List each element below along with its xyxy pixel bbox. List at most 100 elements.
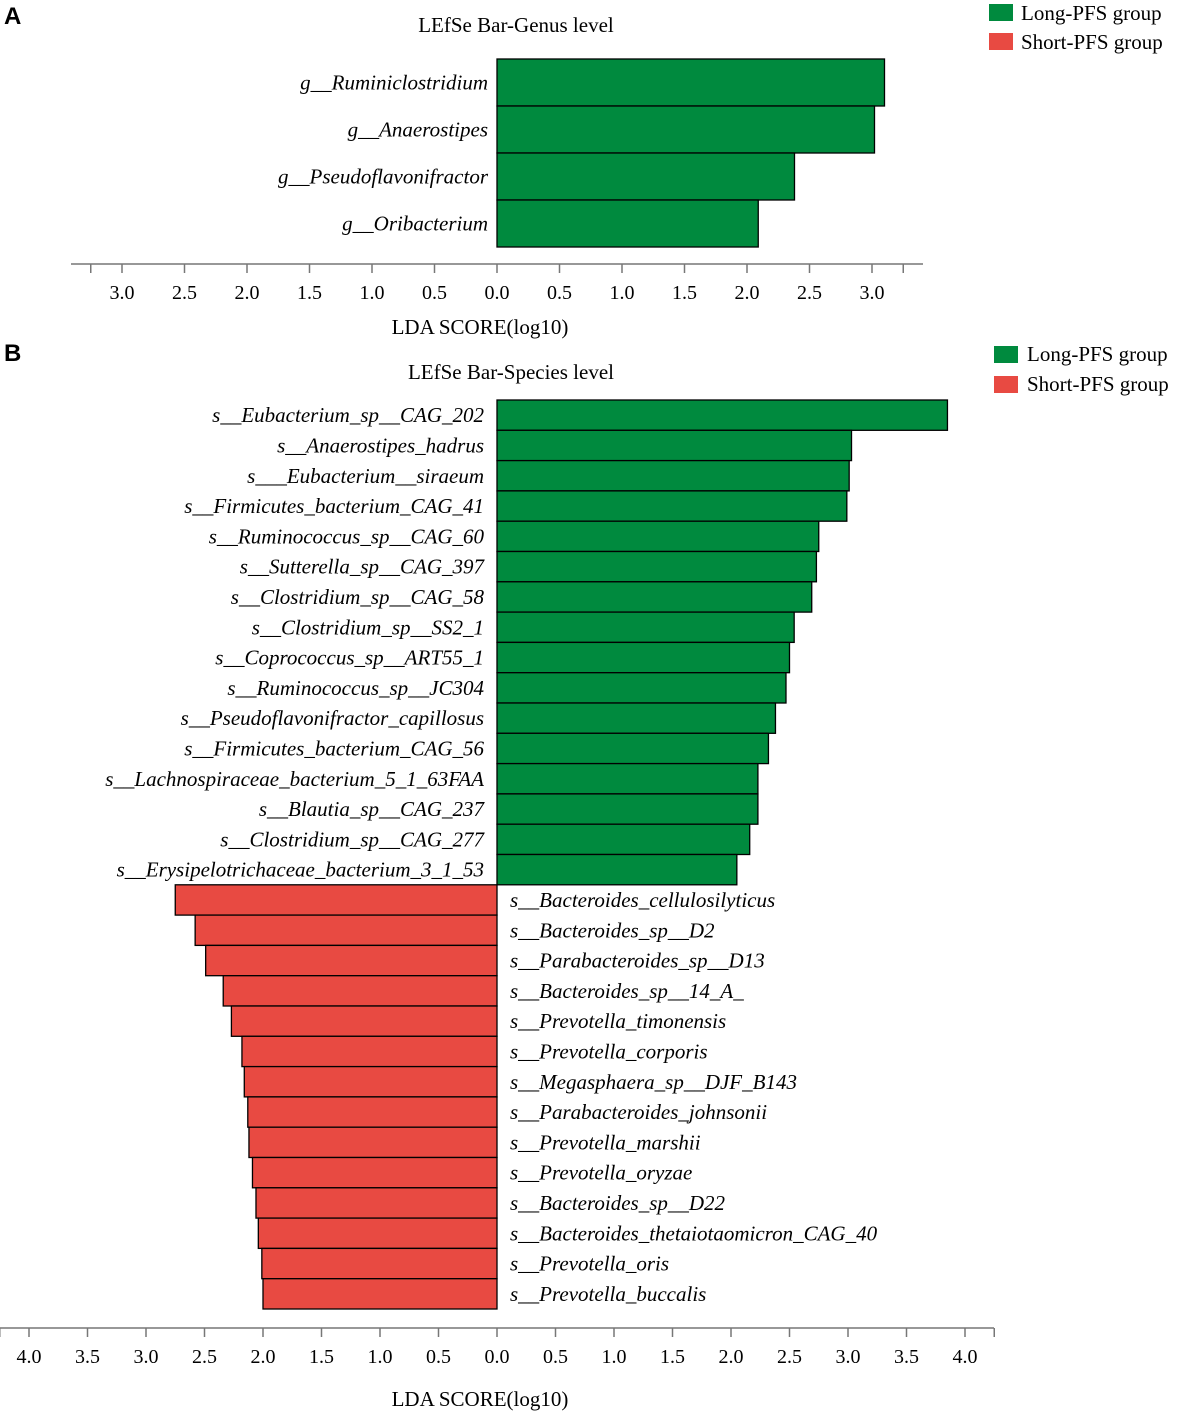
panel-b-category-label-23: s__Megasphaera_sp__DJF_B143 <box>510 1070 797 1094</box>
panel-b-category-label-20: s__Bacteroides_sp__14_A_ <box>510 979 744 1003</box>
panel-b-bar-26 <box>251 1156 498 1189</box>
panel-a-tick-label-1: 3.0 <box>110 282 135 304</box>
panel-a-letter: A <box>4 3 21 30</box>
panel-b-category-label-19: s__Parabacteroides_sp__D13 <box>510 949 765 973</box>
panel-b-category-label-9: s__Coprococcus_sp__ART55_1 <box>215 646 484 670</box>
panel-b-bar-24 <box>247 1096 498 1128</box>
panel-b-tick-label-16: 3.5 <box>894 1346 919 1368</box>
panel-a: A LEfSe Bar-Genus level Long-PFS group S… <box>4 1 1163 339</box>
panel-a-tick-label-7: 0.0 <box>485 282 510 304</box>
panel-b-category-label-13: s__Lachnospiraceae_bacterium_5_1_63FAA <box>105 767 484 791</box>
panel-b-bar-21 <box>230 1005 498 1037</box>
panel-b-tick-label-5: 2.0 <box>251 1346 276 1368</box>
panel-b-bar-22 <box>241 1035 498 1068</box>
panel-b-bar-25 <box>248 1126 498 1159</box>
panel-b-bar-14 <box>496 793 759 825</box>
panel-b-category-label-30: s__Prevotella_buccalis <box>510 1282 706 1306</box>
panel-b-category-label-11: s__Pseudoflavonifractor_capillosus <box>181 706 484 730</box>
panel-a-tick-label-9: 1.0 <box>610 282 635 304</box>
panel-b-category-label-10: s__Ruminococcus_sp__JC304 <box>227 676 484 700</box>
panel-b-tick-label-6: 1.5 <box>309 1346 334 1368</box>
panel-b-category-label-27: s__Bacteroides_sp__D22 <box>510 1191 726 1215</box>
panel-a-x-axis: 3.0 2.5 2.0 1.5 1.0 0.5 0.0 0.5 1.0 1.5 2.0 2.5 3.0 <box>71 263 923 304</box>
panel-b-category-label-21: s__Prevotella_timonensis <box>510 1009 726 1033</box>
panel-b-bar-16 <box>496 853 738 886</box>
panel-a-bar-2 <box>496 105 876 154</box>
panel-a-category-labels: g__Ruminiclostridium g__Anaerostipes g__Ps… <box>278 71 489 236</box>
panel-b-x-axis-label: LDA SCORE(log10) <box>392 1387 569 1411</box>
panel-b-tick-label-11: 1.0 <box>602 1346 627 1368</box>
panel-b-bar-12 <box>496 732 770 765</box>
panel-a-tick-label-13: 3.0 <box>860 282 885 304</box>
panel-b-bar-15 <box>496 823 751 856</box>
panel-b-category-label-12: s__Firmicutes_bacterium_CAG_56 <box>184 736 484 760</box>
panel-a-tick-label-3: 2.0 <box>235 282 260 304</box>
panel-a-legend-short-label: Short-PFS group <box>1021 30 1163 54</box>
panel-b-bar-9 <box>496 641 791 674</box>
panel-b-x-axis: 4.0 3.5 3.0 2.5 2.0 1.5 1.0 0.5 0.0 0.5 1.0 1.5 2.0 2… <box>0 1327 995 1368</box>
panel-b-bar-8 <box>496 611 795 644</box>
panel-b-category-label-6: s__Sutterella_sp__CAG_397 <box>240 555 486 579</box>
panel-b-bar-3 <box>496 459 850 492</box>
panel-b-bar-20 <box>222 975 498 1007</box>
panel-b-category-label-8: s__Clostridium_sp__SS2_1 <box>252 615 484 639</box>
panel-b-bar-6 <box>496 550 818 583</box>
panel-a-tick-label-2: 2.5 <box>172 282 197 304</box>
panel-b-tick-label-10: 0.5 <box>543 1346 568 1368</box>
panel-b-category-label-29: s__Prevotella_oris <box>510 1252 669 1276</box>
panel-a-bars <box>496 58 886 248</box>
panel-b-category-label-26: s__Prevotella_oryzae <box>510 1161 692 1185</box>
panel-b-legend-long-label: Long-PFS group <box>1027 342 1168 366</box>
panel-b-bar-1 <box>496 399 949 431</box>
panel-b-bar-27 <box>255 1187 498 1219</box>
panel-b-bar-30 <box>262 1278 498 1310</box>
panel-a-title: LEfSe Bar-Genus level <box>418 13 614 37</box>
panel-b-tick-label-1: 4.0 <box>17 1346 42 1368</box>
panel-a-legend-long-label: Long-PFS group <box>1021 1 1162 25</box>
panel-b-category-label-24: s__Parabacteroides_johnsonii <box>510 1100 767 1124</box>
panel-b-category-label-28: s__Bacteroides_thetaiotaomicron_CAG_40 <box>510 1221 878 1245</box>
panel-b-category-label-2: s__Anaerostipes_hadrus <box>277 433 484 457</box>
panel-a-tick-label-12: 2.5 <box>797 282 822 304</box>
panel-b-letter: B <box>4 340 21 367</box>
panel-b-tick-label-13: 2.0 <box>719 1346 744 1368</box>
panel-b-category-label-15: s__Clostridium_sp__CAG_277 <box>220 827 485 851</box>
panel-a-tick-label-6: 0.5 <box>422 282 447 304</box>
panel-b-tick-label-7: 1.0 <box>368 1346 393 1368</box>
panel-b-bar-10 <box>496 672 787 704</box>
panel-b-category-label-17: s__Bacteroides_cellulosilyticus <box>510 888 775 912</box>
panel-b-bar-2 <box>496 429 853 462</box>
panel-a-tick-label-5: 1.0 <box>360 282 385 304</box>
panel-b-bar-28 <box>257 1217 498 1250</box>
panel-b-legend-short-swatch <box>994 376 1018 393</box>
panel-b-bar-18 <box>194 914 498 947</box>
panel-b-tick-label-3: 3.0 <box>134 1346 159 1368</box>
panel-b-bar-29 <box>261 1247 498 1280</box>
panel-b-bar-5 <box>496 520 820 553</box>
panel-b-ticks: 4.0 3.5 3.0 2.5 2.0 1.5 1.0 0.5 0.0 0.5 1.0 1.5 2.0 2… <box>0 1328 995 1368</box>
panel-b-category-label-1: s__Eubacterium_sp__CAG_202 <box>212 403 484 427</box>
panel-b-bar-11 <box>496 702 777 734</box>
panel-a-bar-3 <box>496 152 796 201</box>
panel-b-tick-label-17: 4.0 <box>953 1346 978 1368</box>
panel-b-category-label-4: s__Firmicutes_bacterium_CAG_41 <box>184 494 484 518</box>
panel-a-category-label-1: g__Ruminiclostridium <box>300 71 488 95</box>
panel-b-category-label-5: s__Ruminococcus_sp__CAG_60 <box>209 524 485 548</box>
panel-b-legend-short-label: Short-PFS group <box>1027 372 1169 396</box>
panel-b-category-label-25: s__Prevotella_marshii <box>510 1130 701 1154</box>
panel-a-category-label-3: g__Pseudoflavonifractor <box>278 165 489 189</box>
panel-b-title: LEfSe Bar-Species level <box>408 360 614 384</box>
panel-b-category-label-18: s__Bacteroides_sp__D2 <box>510 918 715 942</box>
panel-a-bar-1 <box>496 58 886 107</box>
panel-b-category-label-16: s__Erysipelotrichaceae_bacterium_3_1_53 <box>117 858 484 882</box>
panel-a-legend: Long-PFS group Short-PFS group <box>989 1 1163 54</box>
panel-a-category-label-2: g__Anaerostipes <box>348 118 488 142</box>
panel-b-bar-13 <box>496 762 759 795</box>
panel-b-tick-label-4: 2.5 <box>192 1346 217 1368</box>
panel-a-bar-4 <box>496 199 759 248</box>
panel-b-category-label-7: s__Clostridium_sp__CAG_58 <box>231 585 485 609</box>
panel-b-tick-label-15: 3.0 <box>836 1346 861 1368</box>
panel-b-tick-label-12: 1.5 <box>660 1346 685 1368</box>
panel-b-bar-17 <box>174 884 498 916</box>
panel-b-tick-label-14: 2.5 <box>777 1346 802 1368</box>
